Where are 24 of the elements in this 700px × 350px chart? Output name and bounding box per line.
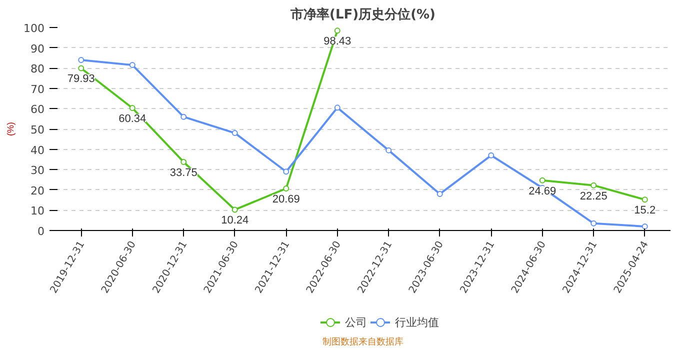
data-label: 33.75 [170, 166, 198, 179]
y-tick-label: 30 [30, 164, 45, 178]
data-label: 20.69 [272, 194, 300, 206]
y-tick-label: 80 [30, 62, 45, 76]
legend-label: 公司 [345, 314, 367, 330]
y-tick-label: 70 [30, 82, 45, 96]
y-tick-label: 90 [30, 42, 45, 56]
text: 制图数据来自数据库 [322, 336, 404, 348]
data-label: 15.2 [634, 204, 656, 217]
y-tick-label: 60 [30, 103, 45, 116]
chart-title: 市净率(LF)历史分位(%) [290, 6, 436, 22]
data-label: 22.25 [580, 190, 608, 202]
y-tick-label: 20 [30, 184, 45, 198]
data-label: 79.93 [67, 73, 95, 86]
y-tick-label: 50 [30, 124, 45, 136]
data-label: 60.34 [118, 113, 146, 126]
legend-label: 行业均值 [395, 314, 439, 330]
data-label: 98.43 [324, 36, 352, 48]
y-tick-label: 0 [38, 225, 44, 238]
y-tick-label: 10 [30, 204, 45, 218]
y-axis-title: (%) [6, 122, 16, 136]
y-tick-label: 40 [30, 144, 45, 157]
data-label: 10.24 [221, 214, 249, 227]
y-tick-label: 100 [24, 22, 45, 35]
